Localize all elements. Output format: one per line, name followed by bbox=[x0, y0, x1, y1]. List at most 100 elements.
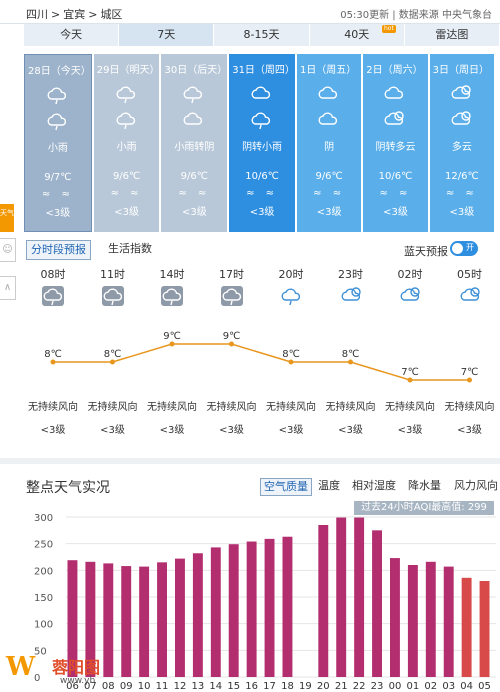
breadcrumb: 四川 > 宜宾 > 城区 bbox=[26, 6, 125, 22]
tab-radar[interactable]: 雷达图 bbox=[404, 24, 500, 46]
update-source: 05:30更新 | 数据来源 中央气象台 bbox=[340, 10, 492, 21]
hour-wind-direction: 无持续风向 bbox=[147, 402, 197, 413]
day-card[interactable]: 3日（周日） 多云 12/6℃ ≈ ≈ <3级 bbox=[429, 54, 495, 232]
day-card[interactable]: 2日（周六） 阴转多云 10/6℃ ≈ ≈ <3级 bbox=[363, 54, 428, 232]
breadcrumb-province[interactable]: 四川 bbox=[26, 8, 48, 21]
day-date: 31日（周四） bbox=[232, 65, 295, 76]
x-tick-label: 00 bbox=[389, 681, 402, 692]
day-date: 28日（今天） bbox=[28, 66, 91, 77]
aqi-bar[interactable] bbox=[157, 562, 167, 677]
x-tick-label: 01 bbox=[407, 681, 420, 692]
temperature-line bbox=[53, 343, 470, 381]
temperature-point bbox=[229, 341, 234, 347]
hot-badge: hot bbox=[381, 25, 396, 33]
tab-temperature[interactable]: 温度 bbox=[318, 479, 340, 492]
x-tick-label: 13 bbox=[192, 681, 205, 692]
aqi-bar[interactable] bbox=[210, 547, 221, 677]
rain-icon bbox=[250, 110, 274, 130]
wind-icon: ≈ ≈ bbox=[445, 188, 478, 199]
aqi-bar[interactable] bbox=[121, 566, 132, 677]
live-metric-tabs: 空气质量 温度 相对湿度 降水量 风力风向 bbox=[0, 478, 500, 496]
aqi-bar[interactable] bbox=[443, 566, 454, 677]
tab-wind[interactable]: 风力风向 bbox=[454, 479, 498, 492]
day-date: 30日（后天） bbox=[164, 65, 228, 76]
aqi-bar[interactable] bbox=[192, 553, 203, 677]
day-card[interactable]: 1日（周五） 阴 9/6℃ ≈ ≈ <3级 bbox=[296, 54, 362, 232]
temperature-point bbox=[288, 359, 294, 365]
partly-sunny-icon bbox=[450, 84, 474, 104]
breadcrumb-sep: > bbox=[88, 8, 98, 21]
aqi-bar[interactable] bbox=[318, 525, 329, 677]
aqi-bar[interactable] bbox=[264, 538, 275, 677]
tab-humidity[interactable]: 相对湿度 bbox=[352, 479, 396, 492]
tab-precipitation[interactable]: 降水量 bbox=[408, 479, 441, 492]
tab-7day[interactable]: 7天 bbox=[119, 24, 215, 46]
aqi-bar[interactable] bbox=[390, 558, 400, 677]
side-feedback-tab[interactable]: 天气 bbox=[0, 204, 14, 232]
tab-8-15day[interactable]: 8-15天 bbox=[214, 24, 310, 46]
aqi-bar[interactable] bbox=[425, 561, 436, 677]
tab-air-quality[interactable]: 空气质量 bbox=[260, 478, 312, 496]
breadcrumb-district[interactable]: 城区 bbox=[100, 8, 123, 21]
day-card[interactable]: 28日（今天） 小雨 9/7℃ ≈ ≈ <3级 bbox=[24, 54, 92, 232]
hourly-column: 17时 无持续风向 <3级 bbox=[203, 268, 261, 436]
aqi-bar[interactable] bbox=[67, 560, 78, 677]
aqi-bar[interactable] bbox=[461, 577, 472, 677]
hourly-forecast: 08时 无持续风向 <3级 11时 无持续风向 <3级 14时 无持续风向 <3级 17时 无持续风… bbox=[24, 268, 500, 448]
hour-wind-level: <3级 bbox=[219, 425, 244, 436]
aqi-bar[interactable] bbox=[246, 541, 257, 677]
wind-icon: ≈ ≈ bbox=[110, 188, 143, 199]
aqi-bar[interactable] bbox=[479, 581, 490, 677]
tab-life-index[interactable]: 生活指数 bbox=[108, 242, 152, 255]
hour-wind-level: <3级 bbox=[338, 425, 363, 436]
breadcrumb-sep: > bbox=[51, 8, 61, 21]
day-wind-level: <3级 bbox=[114, 207, 139, 218]
x-tick-label: 02 bbox=[424, 681, 437, 692]
x-tick-label: 08 bbox=[102, 681, 115, 692]
aqi-bar[interactable] bbox=[85, 561, 96, 677]
aqi-bar[interactable] bbox=[336, 517, 347, 677]
hourly-column: 02时 无持续风向 <3级 bbox=[381, 268, 439, 436]
hourly-column: 08时 无持续风向 <3级 bbox=[24, 268, 82, 436]
aqi-bar[interactable] bbox=[407, 565, 418, 677]
smile-icon[interactable]: ☺ bbox=[0, 238, 16, 262]
temperature-label: 9℃ bbox=[163, 331, 181, 342]
x-tick-label: 16 bbox=[245, 681, 258, 692]
tab-today[interactable]: 今天 bbox=[24, 24, 120, 46]
logo-name: 蓉阳图 bbox=[52, 658, 101, 677]
temperature-label: 7℃ bbox=[401, 367, 419, 378]
aqi-bar[interactable] bbox=[354, 517, 365, 677]
blue-sky-toggle[interactable]: 开 bbox=[450, 241, 478, 256]
aqi-bar[interactable] bbox=[103, 563, 114, 677]
x-tick-label: 22 bbox=[353, 681, 366, 692]
day-card[interactable]: 29日（明天） 小雨 9/6℃ ≈ ≈ <3级 bbox=[93, 54, 160, 232]
aqi-bar[interactable] bbox=[228, 544, 239, 677]
hour-time: 20时 bbox=[278, 268, 304, 281]
y-tick-label: 50 bbox=[34, 646, 47, 657]
seven-day-forecast: 28日（今天） 小雨 9/7℃ ≈ ≈ <3级 29日（明天） 小雨 9/6℃ ≈ ≈ <3级 30… bbox=[24, 54, 495, 232]
aqi-bar[interactable] bbox=[175, 558, 185, 677]
rain-icon bbox=[115, 110, 139, 130]
aqi-bar[interactable] bbox=[282, 536, 293, 677]
day-card[interactable]: 31日（周四） 阴转小雨 10/6℃ ≈ ≈ <3级 bbox=[229, 54, 295, 232]
toggle-knob bbox=[452, 243, 463, 254]
cloud-icon bbox=[250, 84, 274, 104]
day-date: 3日（周日） bbox=[432, 65, 490, 76]
day-card[interactable]: 30日（后天） 小雨转阴 9/6℃ ≈ ≈ <3级 bbox=[161, 54, 228, 232]
temperature-label: 9℃ bbox=[223, 331, 241, 342]
aqi-bar[interactable] bbox=[372, 530, 382, 677]
tab-40day[interactable]: 40天 hot bbox=[309, 24, 405, 46]
top-bar: 四川 > 宜宾 > 城区 05:30更新 | 数据来源 中央气象台 bbox=[0, 0, 500, 24]
x-tick-label: 10 bbox=[138, 681, 151, 692]
tab-hourly-forecast[interactable]: 分时段预报 bbox=[26, 240, 91, 260]
day-weather: 小雨 bbox=[116, 142, 137, 153]
temperature-label: 8℃ bbox=[342, 349, 360, 360]
aqi-bar[interactable] bbox=[139, 566, 150, 677]
day-wind-level: <3级 bbox=[181, 207, 207, 218]
scroll-top-icon[interactable]: ∧ bbox=[0, 276, 16, 300]
forecast-tabs: 今天 7天 8-15天 40天 hot 雷达图 bbox=[24, 24, 500, 46]
breadcrumb-city[interactable]: 宜宾 bbox=[63, 8, 86, 21]
partly-sunny-icon bbox=[383, 110, 407, 130]
wind-icon: ≈ ≈ bbox=[379, 188, 412, 199]
rain-icon bbox=[220, 286, 243, 306]
